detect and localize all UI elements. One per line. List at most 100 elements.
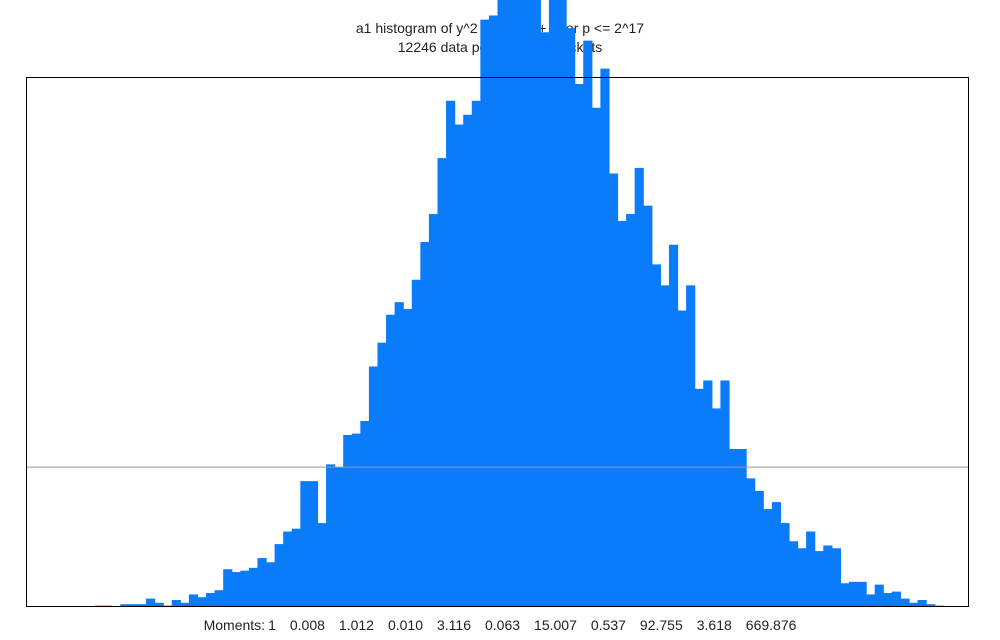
histogram-bar <box>806 531 816 607</box>
histogram-bar <box>488 15 499 608</box>
histogram-bar <box>351 433 361 607</box>
moment-value: 0.010 <box>387 617 423 633</box>
histogram-bar <box>394 302 404 607</box>
histogram-bar <box>266 562 276 607</box>
histogram-bar <box>308 481 319 607</box>
histogram-bar <box>874 584 884 607</box>
histogram-bar <box>626 214 636 608</box>
histogram-bar <box>788 541 799 607</box>
histogram-bar <box>703 380 713 607</box>
histogram-bar <box>754 490 764 607</box>
histogram-bar <box>360 421 370 607</box>
histogram-bar <box>480 19 490 608</box>
histogram-bar <box>231 572 241 607</box>
histogram-bar <box>368 366 379 607</box>
histogram-bar <box>300 481 310 607</box>
moments-row: Moments: 1 0.008 1.012 0.010 3.116 0.063 15.007… <box>0 617 1000 633</box>
moment-value: 92.755 <box>639 617 683 633</box>
histogram-bar <box>908 602 919 607</box>
histogram-bar <box>446 100 456 608</box>
histogram-bar <box>437 158 447 608</box>
histogram-bar <box>668 244 679 607</box>
histogram-bar <box>728 448 739 607</box>
histogram-bar <box>840 583 850 607</box>
histogram-bar <box>634 167 644 607</box>
histogram-bar <box>377 342 387 607</box>
histogram-bar <box>771 502 781 607</box>
histogram-bar <box>617 221 627 608</box>
histogram-bar <box>197 597 207 607</box>
histogram-bar <box>154 602 164 607</box>
histogram-bar <box>248 567 259 607</box>
moment-value: 3.618 <box>696 617 732 633</box>
histogram-bar <box>188 594 199 607</box>
histogram-bar <box>891 591 902 607</box>
histogram-bar <box>403 309 413 607</box>
histogram-bar <box>583 40 593 607</box>
histogram-bar <box>386 314 396 607</box>
histogram-bar <box>883 593 893 607</box>
histogram-bar <box>454 124 464 608</box>
moment-value: 0.537 <box>590 617 626 633</box>
histogram-bar <box>317 523 327 607</box>
histogram-bar <box>643 205 653 607</box>
histogram-bars <box>94 0 944 608</box>
histogram-bar <box>677 310 687 607</box>
histogram-bar <box>257 558 267 607</box>
histogram-bar <box>651 264 661 607</box>
histogram-bar <box>900 598 910 607</box>
histogram-bar <box>857 581 867 607</box>
histogram-bar <box>848 581 859 607</box>
histogram-bar <box>711 408 721 607</box>
histogram-bar <box>737 448 747 607</box>
histogram-bar <box>720 380 730 607</box>
histogram-bar <box>120 604 130 607</box>
histogram-bar <box>146 598 156 607</box>
histogram-bar <box>566 28 576 608</box>
histogram-bar <box>326 464 336 607</box>
histogram-bar <box>780 523 790 607</box>
moment-value: 669.876 <box>745 617 797 633</box>
histogram-bar <box>814 551 824 607</box>
moment-value: 1 <box>268 617 276 633</box>
moments-label: Moments: <box>203 617 266 633</box>
histogram-bar <box>746 478 756 607</box>
histogram-bar <box>497 0 507 608</box>
histogram-bar <box>540 32 550 607</box>
histogram-bar <box>334 467 344 607</box>
histogram-bar <box>608 173 619 608</box>
histogram-bar <box>471 100 481 608</box>
histogram-bar <box>274 544 284 607</box>
histogram-bar <box>214 590 224 607</box>
histogram-bar <box>137 604 147 607</box>
histogram-bar <box>660 285 670 607</box>
histogram-bar <box>240 570 250 607</box>
histogram-bar <box>763 509 773 607</box>
histogram-bar <box>797 548 807 607</box>
moment-value: 3.116 <box>437 617 471 633</box>
histogram-bar <box>463 114 473 607</box>
histogram-bar <box>557 0 567 607</box>
histogram-bar <box>926 604 936 607</box>
histogram-bar <box>548 0 559 607</box>
histogram-bar <box>223 569 233 607</box>
histogram-bar <box>283 531 293 607</box>
histogram-bar <box>171 600 181 607</box>
histogram-bar <box>180 602 190 607</box>
histogram-bar <box>291 528 301 607</box>
histogram-bar <box>506 0 516 607</box>
histogram-bar <box>428 214 439 608</box>
histogram-bar <box>411 279 421 607</box>
histogram-bar <box>591 107 601 608</box>
histogram-bar <box>574 83 584 608</box>
histogram-bar <box>420 242 430 607</box>
histogram-bar <box>531 0 541 608</box>
histogram-bar <box>823 545 833 607</box>
moment-value: 0.008 <box>289 617 325 633</box>
histogram-bar <box>343 434 353 607</box>
histogram-bar <box>866 594 876 607</box>
histogram-bar <box>600 68 610 608</box>
histogram-bar <box>206 593 216 607</box>
histogram-bar <box>514 0 524 608</box>
